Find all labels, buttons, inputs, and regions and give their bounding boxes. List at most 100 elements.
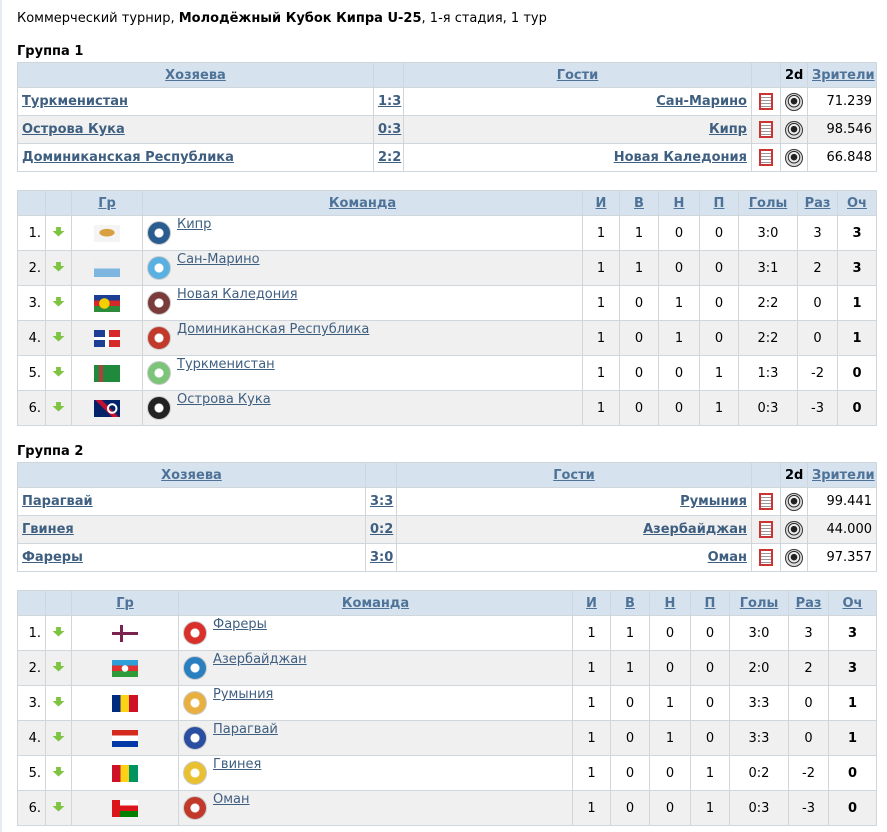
sort-goals-link[interactable]: Голы <box>739 595 779 611</box>
sort-played-link[interactable]: И <box>595 195 607 211</box>
home-team-link[interactable]: Острова Кука <box>22 122 125 137</box>
standings-row: 5. Туркменистан 1 0 0 1 1:3 -2 0 <box>17 355 877 391</box>
sort-draw-link[interactable]: Н <box>673 195 685 211</box>
2d-match-ball-icon[interactable] <box>785 120 803 139</box>
match-report-icon[interactable] <box>759 493 773 510</box>
sort-played-link[interactable]: И <box>586 595 597 611</box>
tournament-name[interactable]: Молодёжный Кубок Кипра U-25 <box>178 11 422 26</box>
sort-home-link[interactable]: Хозяева <box>165 67 226 83</box>
sort-won-link[interactable]: В <box>634 195 644 211</box>
col-lost[interactable]: П <box>699 190 739 216</box>
team-link[interactable]: Фареры <box>213 617 267 632</box>
col-points[interactable]: Оч <box>828 590 877 616</box>
team-link[interactable]: Острова Кука <box>177 392 271 407</box>
match-report-icon[interactable] <box>759 93 773 110</box>
match-report-icon[interactable] <box>759 121 773 138</box>
team-link[interactable]: Азербайджан <box>213 652 307 667</box>
sort-points-link[interactable]: Оч <box>842 595 863 611</box>
col-diff[interactable]: Раз <box>788 590 829 616</box>
team-link[interactable]: Доминиканская Республика <box>177 322 370 337</box>
home-team-link[interactable]: Фареры <box>22 550 83 565</box>
sort-goals-link[interactable]: Голы <box>748 195 788 211</box>
col-won[interactable]: В <box>610 590 650 616</box>
won: 0 <box>610 790 650 826</box>
sort-lost-link[interactable]: П <box>704 595 716 611</box>
team-link[interactable]: Оман <box>213 792 250 807</box>
col-won[interactable]: В <box>619 190 659 216</box>
home-team-link[interactable]: Гвинея <box>22 522 74 537</box>
2d-match-ball-icon[interactable] <box>785 92 803 111</box>
team-link[interactable]: Румыния <box>213 687 274 702</box>
home-team-link[interactable]: Туркменистан <box>22 94 128 109</box>
col-diff[interactable]: Раз <box>797 190 838 216</box>
col-points[interactable]: Оч <box>837 190 877 216</box>
team-link[interactable]: Новая Каледония <box>177 287 298 302</box>
points: 3 <box>847 625 858 641</box>
sort-group-link[interactable]: Гр <box>116 595 134 611</box>
sort-team-link[interactable]: Команда <box>341 595 410 611</box>
team-link[interactable]: Гвинея <box>213 757 262 772</box>
guest-team-link[interactable]: Сан-Марино <box>656 94 747 109</box>
team-link[interactable]: Сан-Марино <box>177 252 260 267</box>
col-played[interactable]: И <box>582 190 620 216</box>
team-link[interactable]: Кипр <box>177 217 212 232</box>
sort-lost-link[interactable]: П <box>713 195 725 211</box>
team-link[interactable]: Туркменистан <box>177 357 275 372</box>
col-viewers[interactable]: Зрители <box>807 462 877 488</box>
2d-match-ball-icon[interactable] <box>785 492 803 511</box>
sort-group-link[interactable]: Гр <box>98 195 116 211</box>
sort-viewers-link[interactable]: Зрители <box>812 467 875 483</box>
2d-match-ball-icon[interactable] <box>785 148 803 167</box>
col-guests[interactable]: Гости <box>403 62 752 88</box>
match-row: Гвинея 0:2 Азербайджан 44.000 <box>17 515 877 544</box>
team-link[interactable]: Парагвай <box>213 722 278 737</box>
col-lost[interactable]: П <box>690 590 730 616</box>
col-group[interactable]: Гр <box>71 190 143 216</box>
sort-won-link[interactable]: В <box>625 595 635 611</box>
home-team-link[interactable]: Парагвай <box>22 494 93 509</box>
down-arrow-icon <box>52 366 65 377</box>
guest-team-link[interactable]: Азербайджан <box>643 522 747 537</box>
2d-match-ball-icon[interactable] <box>785 548 803 567</box>
match-report-icon[interactable] <box>759 521 773 538</box>
score-link[interactable]: 3:0 <box>370 550 394 565</box>
col-played[interactable]: И <box>572 590 611 616</box>
2d-match-ball-icon[interactable] <box>785 520 803 539</box>
draw: 0 <box>658 215 700 251</box>
guest-team-link[interactable]: Новая Каледония <box>613 150 747 165</box>
col-viewers[interactable]: Зрители <box>807 62 877 88</box>
guest-team-link[interactable]: Кипр <box>708 122 747 137</box>
score-link[interactable]: 1:3 <box>378 94 402 109</box>
col-group[interactable]: Гр <box>71 590 179 616</box>
sort-home-link[interactable]: Хозяева <box>161 467 222 483</box>
sort-viewers-link[interactable]: Зрители <box>812 67 875 83</box>
col-draw[interactable]: Н <box>658 190 700 216</box>
sort-guests-link[interactable]: Гости <box>553 467 595 483</box>
score-link[interactable]: 2:2 <box>378 150 402 165</box>
sort-diff-link[interactable]: Раз <box>804 195 831 211</box>
guest-team-link[interactable]: Румыния <box>680 494 747 509</box>
col-guests[interactable]: Гости <box>396 462 752 488</box>
sort-draw-link[interactable]: Н <box>664 595 676 611</box>
match-report-icon[interactable] <box>759 149 773 166</box>
col-goals[interactable]: Голы <box>738 190 798 216</box>
home-team-link[interactable]: Доминиканская Республика <box>22 150 234 165</box>
sort-diff-link[interactable]: Раз <box>795 595 822 611</box>
tournament-type: Коммерческий турнир, <box>17 11 179 26</box>
sort-points-link[interactable]: Оч <box>847 195 867 211</box>
col-home[interactable]: Хозяева <box>17 462 366 488</box>
col-team[interactable]: Команда <box>142 190 583 216</box>
score-link[interactable]: 0:3 <box>378 122 402 137</box>
score-link[interactable]: 0:2 <box>370 522 394 537</box>
col-team[interactable]: Команда <box>178 590 573 616</box>
sort-team-link[interactable]: Команда <box>328 195 397 211</box>
guest-team-link[interactable]: Оман <box>707 550 747 565</box>
standings-header: Гр Команда И В Н П Голы Раз Оч <box>17 590 877 616</box>
viewers-count: 97.357 <box>807 543 877 572</box>
col-home[interactable]: Хозяева <box>17 62 374 88</box>
sort-guests-link[interactable]: Гости <box>556 67 599 83</box>
match-report-icon[interactable] <box>759 549 773 566</box>
col-draw[interactable]: Н <box>649 590 691 616</box>
col-goals[interactable]: Голы <box>729 590 789 616</box>
score-link[interactable]: 3:3 <box>370 494 394 509</box>
